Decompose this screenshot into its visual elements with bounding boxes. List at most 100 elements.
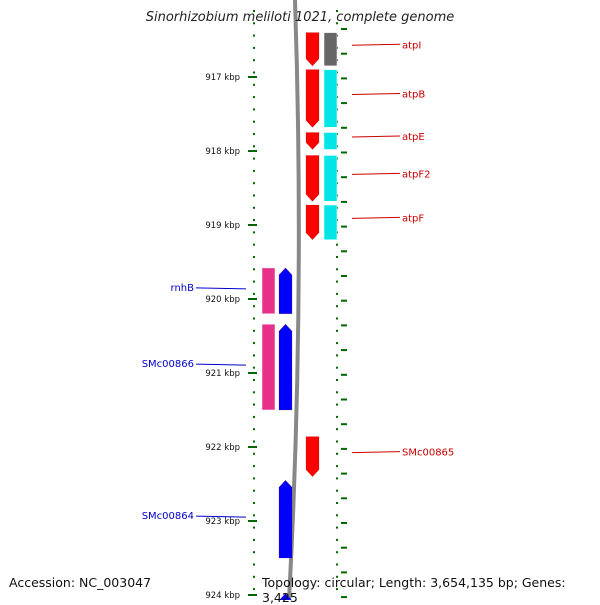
outer-minor-tick — [341, 250, 347, 253]
gene-arrow — [278, 267, 293, 315]
outer-minor-tick — [341, 497, 347, 500]
inner-guide-dot — [253, 575, 255, 578]
outer-guide-dot — [336, 280, 338, 283]
inner-guide-dot — [253, 526, 255, 529]
inner-guide-dot — [253, 305, 255, 308]
inner-guide-dot — [253, 96, 255, 99]
tick-mark — [248, 224, 257, 226]
tick-label: 917 kbp — [205, 73, 240, 83]
outer-guide-dot — [336, 354, 338, 357]
outer-guide-dot — [336, 588, 338, 591]
gene-arrow — [305, 69, 320, 128]
outer-minor-tick — [341, 522, 347, 524]
topology-summary: Topology: circular; Length: 3,654,135 bp… — [262, 575, 566, 605]
tick-label: 920 kbp — [205, 295, 240, 305]
gene-label: atpF2 — [402, 169, 431, 180]
inner-guide-dot — [253, 551, 255, 554]
outer-minor-tick — [341, 546, 347, 549]
outer-guide-dot — [336, 440, 338, 443]
outer-minor-tick — [341, 28, 347, 30]
outer-minor-tick — [341, 324, 347, 327]
inner-guide-dot — [253, 219, 255, 222]
outer-guide-dot — [336, 403, 338, 406]
backbone-arc — [287, 0, 301, 600]
gene-leader-line — [351, 92, 401, 95]
gene-leader-line — [351, 451, 401, 454]
inner-guide-dot — [253, 379, 255, 381]
gene-arrow — [305, 204, 320, 241]
inner-guide-dot — [253, 588, 255, 591]
tick-label: 922 kbp — [205, 443, 240, 453]
tick-mark — [248, 298, 257, 300]
cog-block — [261, 323, 276, 411]
cog-block — [323, 155, 338, 202]
inner-guide-dot — [253, 10, 255, 12]
inner-guide-dot — [253, 206, 255, 209]
inner-guide-dot — [253, 34, 255, 37]
outer-guide-dot — [336, 379, 338, 381]
inner-guide-dot — [253, 71, 255, 74]
outer-minor-tick — [341, 151, 347, 154]
tick-mark — [248, 76, 257, 78]
gene-label: atpI — [402, 40, 421, 51]
tick-mark — [248, 372, 257, 374]
outer-minor-tick — [341, 299, 347, 302]
inner-guide-dot — [253, 440, 255, 443]
inner-guide-dot — [253, 366, 255, 369]
inner-guide-dot — [253, 231, 255, 234]
outer-guide-dot — [336, 502, 338, 504]
inner-guide-dot — [253, 280, 255, 283]
gene-label: atpE — [402, 132, 425, 143]
outer-guide-dot — [336, 329, 338, 332]
outer-guide-dot — [336, 563, 338, 566]
outer-guide-dot — [336, 391, 338, 394]
outer-minor-tick — [341, 200, 347, 203]
inner-guide-dot — [253, 157, 255, 160]
outer-minor-tick — [341, 77, 347, 80]
tick-mark — [248, 520, 257, 522]
inner-guide-dot — [253, 108, 255, 111]
inner-guide-dot — [253, 194, 255, 197]
outer-guide-dot — [336, 551, 338, 554]
inner-guide-dot — [253, 133, 255, 135]
inner-guide-dot — [253, 145, 255, 148]
outer-guide-dot — [336, 575, 338, 578]
inner-guide-dot — [253, 292, 255, 295]
tick-label: 921 kbp — [205, 369, 240, 379]
inner-guide-dot — [253, 563, 255, 566]
outer-minor-tick — [341, 176, 347, 179]
inner-guide-dot — [253, 342, 255, 345]
inner-guide-dot — [253, 256, 255, 258]
outer-minor-tick — [341, 349, 347, 352]
outer-minor-tick — [341, 571, 347, 574]
outer-minor-tick — [341, 423, 347, 426]
cog-block — [261, 267, 276, 315]
gene-arrow — [305, 132, 320, 150]
gene-arrow — [305, 436, 320, 478]
inner-guide-dot — [253, 428, 255, 431]
outer-guide-dot — [336, 292, 338, 295]
gene-arrow — [279, 593, 292, 600]
inner-guide-dot — [253, 452, 255, 455]
outer-guide-dot — [336, 538, 338, 541]
inner-guide-dot — [253, 502, 255, 504]
outer-minor-tick — [341, 373, 347, 376]
outer-guide-dot — [336, 526, 338, 529]
outer-minor-tick — [341, 52, 347, 55]
accession-text: Accession: NC_003047 — [9, 575, 152, 590]
outer-minor-tick — [341, 275, 347, 277]
outer-guide-dot — [336, 366, 338, 369]
gene-arrow — [278, 323, 293, 411]
gene-label: rnhB — [171, 283, 195, 294]
tick-mark — [248, 446, 257, 448]
inner-guide-dot — [253, 391, 255, 394]
outer-guide-dot — [336, 465, 338, 468]
cog-block — [323, 32, 338, 67]
inner-guide-dot — [253, 514, 255, 517]
gene-leader-line — [351, 216, 401, 219]
inner-guide-dot — [253, 120, 255, 123]
inner-guide-dot — [253, 182, 255, 185]
gene-leader-line — [351, 135, 401, 138]
gene-label: SMc00864 — [142, 511, 194, 522]
gene-arrow — [305, 155, 320, 202]
